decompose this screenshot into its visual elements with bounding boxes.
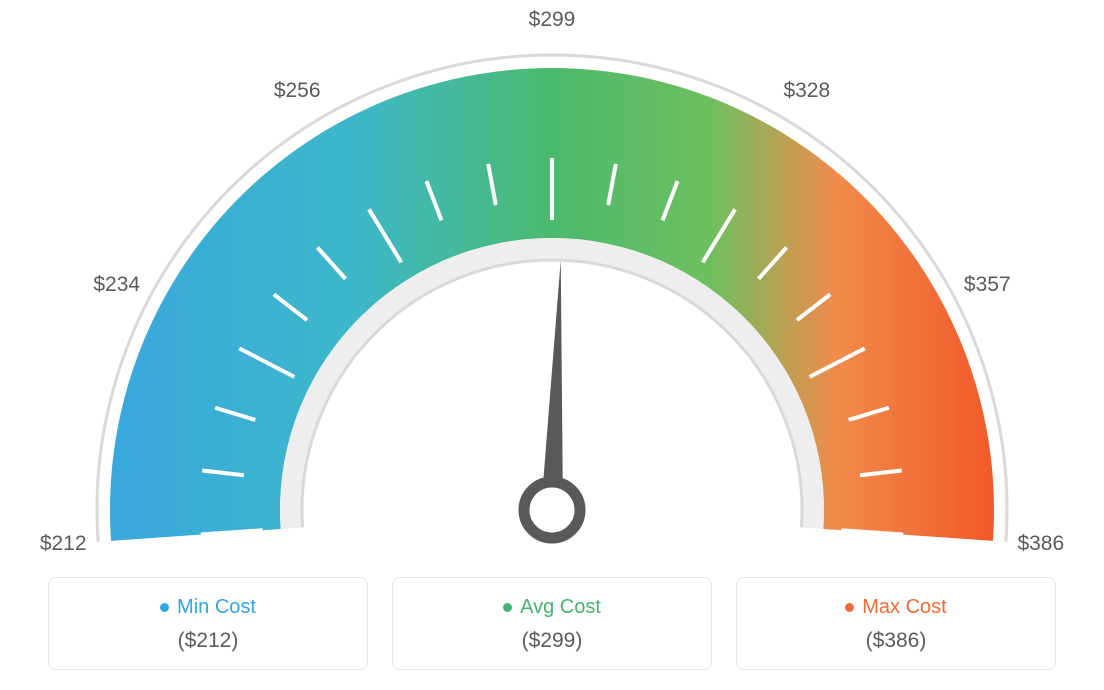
legend-label-avg: Avg Cost (520, 596, 601, 619)
gauge-tick-label: $234 (93, 273, 140, 297)
legend-card-avg: Avg Cost ($299) (392, 577, 712, 670)
gauge-tick-label: $212 (40, 532, 87, 556)
legend-label-max: Max Cost (862, 596, 946, 619)
gauge-tick-label: $357 (964, 273, 1011, 297)
legend-card-max: Max Cost ($386) (736, 577, 1056, 670)
legend-row: Min Cost ($212) Avg Cost ($299) Max Cost… (0, 577, 1104, 670)
gauge-svg (0, 0, 1104, 560)
gauge-tick-label: $256 (274, 79, 321, 103)
dot-icon (160, 603, 169, 612)
dot-icon (503, 603, 512, 612)
legend-title-avg: Avg Cost (503, 596, 601, 619)
gauge-tick-label: $386 (1017, 532, 1064, 556)
legend-value-avg: ($299) (403, 629, 701, 653)
gauge-tick-label: $328 (783, 79, 830, 103)
dot-icon (845, 603, 854, 612)
legend-title-min: Min Cost (160, 596, 256, 619)
legend-card-min: Min Cost ($212) (48, 577, 368, 670)
legend-title-max: Max Cost (845, 596, 946, 619)
gauge-tick-label: $299 (529, 8, 576, 32)
legend-label-min: Min Cost (177, 596, 256, 619)
legend-value-max: ($386) (747, 629, 1045, 653)
legend-value-min: ($212) (59, 629, 357, 653)
gauge-chart: $212 $234 $256 $299 $328 $357 $386 (0, 0, 1104, 560)
